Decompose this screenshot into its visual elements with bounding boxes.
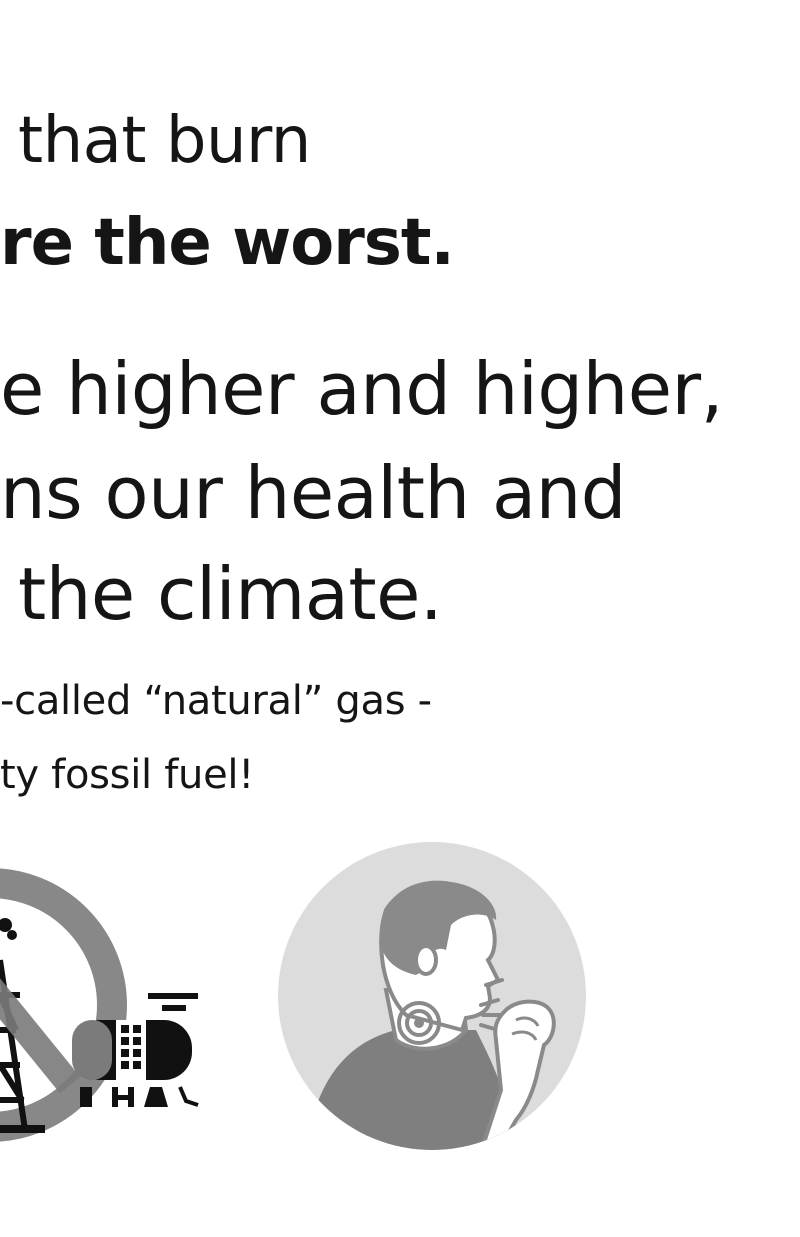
body-line-2: ns our health and — [0, 451, 626, 535]
caption-line-2: ty fossil fuel! — [0, 752, 254, 798]
headline-line-2-bold: re the worst. — [0, 206, 455, 280]
headline-line-1: that burn — [18, 104, 311, 178]
person-coughing-icon — [278, 842, 586, 1150]
body-line-1: e higher and higher, — [0, 347, 724, 431]
body-line-3: the climate. — [18, 552, 443, 636]
caption-line-1: -called “natural” gas - — [0, 678, 432, 724]
oil-rig-no-symbol-icon — [0, 868, 199, 1142]
